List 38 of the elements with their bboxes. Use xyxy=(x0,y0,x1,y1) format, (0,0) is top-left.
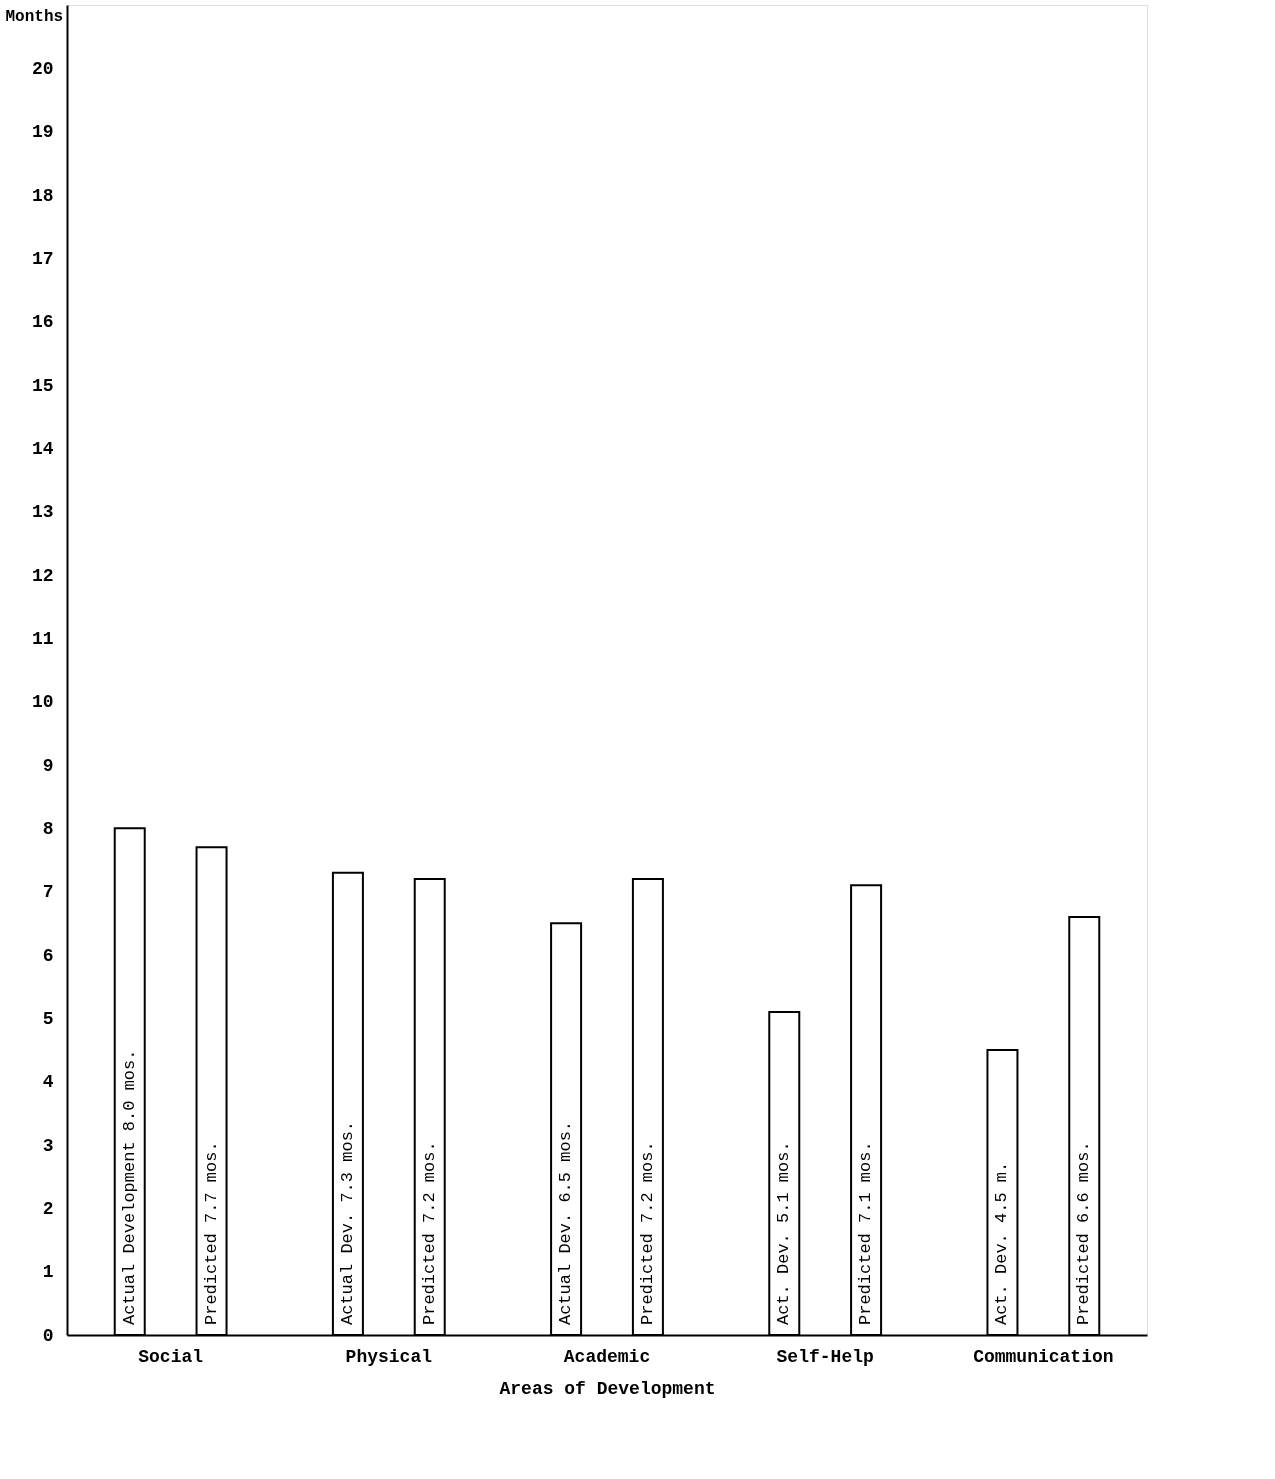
data-label: Act. Dev. 5.1 mos. xyxy=(774,1141,794,1325)
data-label: Predicted 7.7 mos. xyxy=(201,1141,221,1325)
y-tick-label: 15 xyxy=(31,375,54,396)
x-tick-label: Social xyxy=(138,1346,204,1367)
x-tick-label: Physical xyxy=(345,1346,433,1367)
data-label: Act. Dev. 4.5 m. xyxy=(992,1161,1012,1325)
y-tick-label: 0 xyxy=(42,1325,54,1346)
x-tick-label: Self-Help xyxy=(776,1346,874,1367)
y-tick-label: 5 xyxy=(42,1008,54,1029)
y-axis-title: Months xyxy=(5,7,64,26)
data-label: Actual Dev. 7.3 mos. xyxy=(337,1120,357,1325)
data-label: Actual Dev. 6.5 mos. xyxy=(556,1120,576,1325)
y-tick-label: 17 xyxy=(31,248,54,269)
y-tick-label: 9 xyxy=(42,755,54,776)
y-tick-label: 10 xyxy=(31,692,54,713)
data-label: Actual Development 8.0 mos. xyxy=(119,1049,139,1325)
x-tick-label: Communication xyxy=(973,1346,1114,1367)
y-tick-label: 3 xyxy=(42,1135,54,1156)
y-tick-label: 2 xyxy=(42,1198,54,1219)
y-tick-label: 13 xyxy=(31,502,54,523)
y-tick-label: 8 xyxy=(42,818,54,839)
y-tick-label: 16 xyxy=(31,312,54,333)
y-tick-label: 14 xyxy=(31,438,54,459)
y-tick-label: 4 xyxy=(42,1072,54,1093)
data-label: Predicted 7.2 mos. xyxy=(637,1141,657,1325)
y-tick-label: 1 xyxy=(42,1262,54,1283)
y-tick-label: 12 xyxy=(31,565,54,586)
y-tick-label: 11 xyxy=(31,628,54,649)
y-tick-label: 6 xyxy=(42,945,54,966)
y-tick-label: 18 xyxy=(31,185,54,206)
x-tick-label: Academic xyxy=(563,1346,651,1367)
data-label: Predicted 7.2 mos. xyxy=(419,1141,439,1325)
data-label: Predicted 6.6 mos. xyxy=(1074,1141,1094,1325)
y-tick-label: 7 xyxy=(42,882,54,903)
data-label: Predicted 7.1 mos. xyxy=(856,1141,876,1325)
x-axis-title: Areas of Development xyxy=(499,1378,716,1399)
y-tick-label: 20 xyxy=(31,58,54,79)
y-tick-label: 19 xyxy=(31,122,54,143)
